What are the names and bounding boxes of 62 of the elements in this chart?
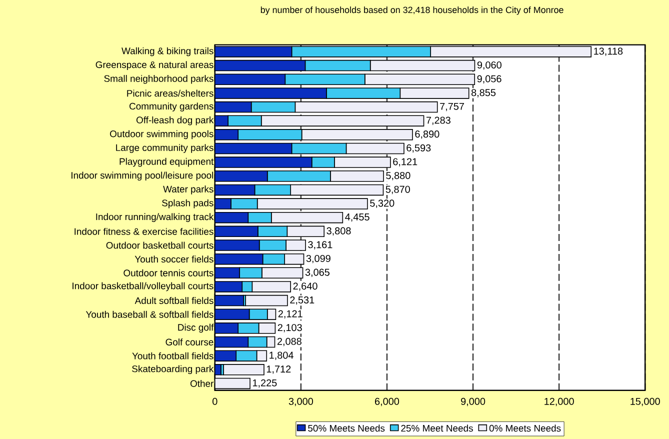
total-label: 1,804 (270, 352, 294, 360)
total-label: 2,103 (278, 324, 302, 332)
y-tick-label: Adult softball fields (134, 296, 214, 304)
total-label: 7,757 (440, 102, 464, 112)
x-tick-label: 12,000 (544, 398, 574, 406)
legend-label: 25% Meet Needs (401, 424, 473, 432)
y-tick-label: Playground equipment (120, 158, 214, 167)
y-tick-label: Outdoor swimming pools (110, 130, 214, 139)
y-tick-label: Indoor swimming pool/leisure pool (72, 172, 214, 180)
total-label: 3,065 (305, 268, 330, 277)
x-tick-label: 3,000 (288, 398, 313, 406)
y-tick-label: Off-leash dog park (136, 116, 214, 126)
total-label: 6,121 (393, 158, 418, 166)
y-tick-label: Indoor running/walking track (96, 213, 214, 222)
x-tick-label: 0 (212, 398, 218, 405)
y-tick-label: Community gardens (130, 102, 214, 112)
y-tick-label: Golf course (166, 338, 214, 346)
y-tick-label: Skateboarding park (132, 365, 214, 374)
y-tick-label: Outdoor tennis courts (124, 269, 214, 276)
y-tick-label: Youth baseball & softball fields (86, 310, 214, 318)
total-label: 1,225 (252, 379, 277, 388)
legend-label: 50% Meets Needs (308, 424, 385, 432)
y-tick-label: Disc golf (178, 324, 214, 333)
total-label: 7,283 (426, 116, 450, 125)
x-tick-label: 6,000 (375, 398, 400, 406)
x-tick-label: 15,000 (630, 398, 660, 406)
total-label: 6,890 (415, 130, 440, 139)
y-tick-label: Splash pads (162, 199, 214, 208)
y-tick-label: Other (190, 380, 214, 387)
chart-title: by number of households based on 32,418 households in the City of Monroe (260, 6, 564, 15)
total-label: 6,593 (406, 144, 431, 153)
total-label: 13,118 (594, 48, 623, 56)
total-label: 9,060 (477, 61, 502, 70)
total-label: 3,161 (308, 241, 332, 250)
total-label: 2,088 (277, 338, 302, 346)
total-label: 3,808 (326, 227, 351, 236)
y-tick-label: Small neighborhood parks (104, 74, 214, 84)
total-label: 2,640 (293, 282, 318, 291)
y-tick-label: Youth football fields (132, 352, 214, 360)
y-tick-label: Large community parks (116, 144, 214, 153)
bar (223, 364, 264, 376)
bar (245, 294, 288, 306)
total-label: 4,455 (345, 213, 370, 222)
total-label: 2,531 (290, 296, 314, 305)
y-tick-label: Greenspace & natural areas (96, 61, 214, 70)
x-tick-label: 9,000 (461, 398, 486, 406)
y-tick-label: Picnic areas/shelters (127, 90, 214, 97)
y-tick-label: Water parks (163, 185, 214, 194)
y-tick-label: Indoor basketball/volleyball courts (72, 282, 214, 292)
y-tick-label: Walking & biking trails (122, 47, 214, 56)
total-label: 5,320 (370, 200, 394, 208)
legend-label: 0% Meets Needs (489, 424, 561, 432)
total-label: 9,056 (477, 75, 502, 84)
total-label: 5,880 (386, 172, 410, 180)
total-label: 1,712 (266, 365, 291, 374)
total-label: 2,121 (278, 310, 302, 318)
total-label: 8,855 (471, 89, 496, 98)
y-tick-label: Youth soccer fields (134, 256, 214, 262)
y-tick-label: Indoor fitness & exercise facilities (74, 228, 214, 235)
total-label: 3,099 (306, 254, 330, 264)
total-label: 5,870 (386, 186, 410, 194)
y-tick-label: Outdoor basketball courts (106, 242, 214, 249)
